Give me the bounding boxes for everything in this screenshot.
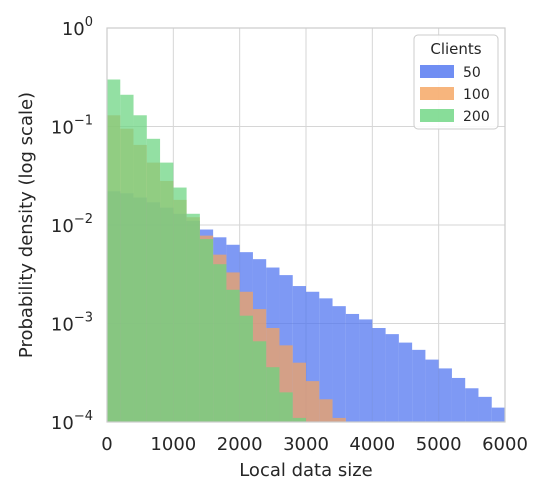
histogram-bar	[345, 313, 360, 422]
histogram-bar	[252, 341, 267, 422]
histogram-bar	[438, 368, 452, 422]
histogram-bar	[292, 362, 306, 422]
legend-label: 100	[463, 87, 490, 103]
y-tick-label: 10−3	[51, 311, 93, 336]
x-tick-labels: 0 1000 2000 3000 4000 5000 6000	[101, 434, 528, 455]
x-tick-label: 3000	[283, 434, 329, 455]
x-axis-label: Local data size	[239, 460, 373, 481]
histogram-bar	[199, 239, 214, 422]
histogram-bar	[451, 377, 466, 422]
x-tick-label: 5000	[416, 434, 462, 455]
legend-box	[413, 34, 499, 130]
legend-swatch	[420, 65, 454, 78]
y-tick-labels: 100 10−1 10−2 10−3 10−4	[51, 15, 93, 434]
x-tick-label: 1000	[150, 434, 196, 455]
histogram-bar	[385, 334, 399, 422]
x-tick-label: 6000	[482, 434, 528, 455]
histogram-bar	[372, 328, 386, 422]
legend: Clients 50 100 200	[413, 34, 499, 130]
histogram-bar	[306, 381, 320, 422]
plot-frame	[106, 27, 506, 423]
legend-title: Clients	[430, 40, 481, 58]
histogram-bar	[173, 187, 187, 422]
histogram-bar	[425, 359, 439, 422]
histogram-bar	[359, 319, 373, 422]
legend-swatch	[420, 87, 454, 100]
histogram-bars	[107, 79, 505, 423]
histogram-bar	[266, 367, 280, 422]
histogram-bar	[239, 315, 253, 422]
histogram-bar	[226, 289, 240, 422]
x-tick-label: 4000	[349, 434, 395, 455]
histogram-bar	[491, 407, 505, 422]
histogram-bar	[478, 396, 492, 422]
series-200-bars	[107, 79, 306, 423]
x-tick-label: 0	[101, 434, 112, 455]
histogram-bar	[412, 349, 426, 422]
legend-label: 50	[463, 65, 481, 81]
y-axis-label: Probability density (log scale)	[16, 92, 37, 358]
histogram-bar	[160, 162, 174, 422]
histogram-bar	[332, 306, 346, 422]
histogram-bar	[120, 94, 134, 422]
legend-label: 200	[463, 109, 490, 125]
histogram-bar	[279, 392, 293, 422]
histogram-bar	[146, 138, 161, 423]
y-tick-label: 10−2	[51, 212, 93, 237]
y-tick-label: 10−4	[51, 409, 93, 434]
histogram-bar	[186, 213, 200, 422]
histogram-bar	[332, 417, 346, 422]
histogram-bar	[292, 417, 306, 422]
histogram-bar	[465, 388, 479, 422]
y-tick-label: 100	[62, 15, 93, 40]
histogram-bar	[213, 264, 227, 422]
histogram-bar	[319, 399, 333, 422]
y-tick-label: 10−1	[51, 114, 93, 139]
histogram-bar	[319, 298, 333, 422]
histogram-bar	[398, 342, 413, 422]
histogram-bar	[133, 115, 147, 422]
x-tick-label: 2000	[217, 434, 263, 455]
legend-swatch	[420, 109, 454, 122]
histogram-bar	[107, 79, 121, 423]
